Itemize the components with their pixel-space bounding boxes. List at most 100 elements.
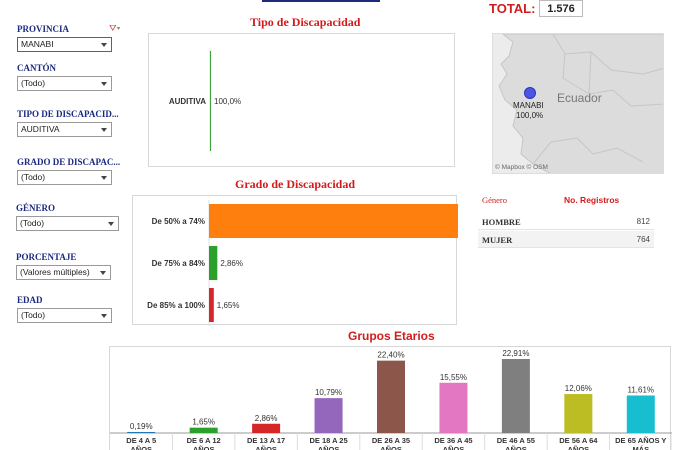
count-header: No. Registros	[564, 195, 620, 205]
ecuador-map[interactable]: Ecuador MANABI 100,0% © Mapbox © OSM	[492, 33, 664, 174]
grupos-chart-panel: 0,19% DE 4 A 5 AÑOS 1,65% DE 6 A 12 AÑOS 2,86%…	[109, 346, 672, 450]
tick-label: AÑOS	[193, 445, 215, 450]
total-label: TOTAL:	[489, 1, 536, 16]
filter-label: GRADO DE DISCAPAC...	[17, 157, 121, 167]
filter-dropdown[interactable]: (Todo)	[17, 170, 112, 185]
map-marker-name: MANABI	[513, 101, 544, 110]
bar[interactable]	[314, 398, 343, 433]
bar[interactable]	[252, 423, 281, 433]
grado-chart-panel: De 50% a 74%95,49%De 75% a 84%2,86%De 85…	[132, 195, 458, 326]
filter-5: PORCENTAJE (Valores múltiples)	[16, 252, 126, 282]
value-label: 22,91%	[502, 349, 529, 358]
value-label: 15,55%	[440, 373, 467, 382]
row-count: 764	[636, 235, 650, 244]
filter-label: PROVINCIA	[17, 24, 70, 34]
tick-label: DE 56 A 64	[559, 436, 598, 445]
filter-dropdown[interactable]: (Todo)	[17, 308, 112, 323]
bar[interactable]	[209, 246, 218, 280]
row-count: 812	[636, 217, 650, 226]
filter-3: GRADO DE DISCAPAC... (Todo)	[17, 157, 127, 187]
filter-value: (Todo)	[21, 172, 46, 182]
table-row[interactable]: MUJER 764	[478, 231, 654, 248]
filter-dropdown[interactable]: MANABI	[17, 37, 112, 52]
table-row[interactable]: HOMBRE 812	[478, 213, 654, 230]
value-label: 10,79%	[315, 388, 342, 397]
bar[interactable]	[439, 382, 468, 433]
filter-value: (Todo)	[21, 310, 46, 320]
filter-value: (Todo)	[20, 218, 45, 228]
tick-label: DE 4 A 5	[126, 436, 156, 445]
tick-label: DE 65 AÑOS Y	[615, 436, 666, 445]
tick-label: AÑOS	[380, 445, 402, 450]
tick-label: AÑOS	[505, 445, 527, 450]
chart-title-grado: Grado de Discapacidad	[235, 177, 356, 191]
filter-dropdown[interactable]: (Valores múltiples)	[16, 265, 111, 280]
category-label: De 85% a 100%	[147, 301, 205, 310]
chevron-down-icon	[101, 314, 107, 318]
filter-dropdown[interactable]: (Todo)	[17, 76, 112, 91]
value-label: 2,86%	[220, 259, 243, 268]
filter-6: EDAD (Todo)	[17, 295, 127, 325]
clear-filter-icon[interactable]: ⛛▾	[109, 23, 121, 33]
chart-title-grupos: Grupos Etarios	[348, 329, 435, 343]
tick-label: DE 18 A 25	[309, 436, 347, 445]
value-label: 11,61%	[628, 385, 655, 394]
tick-label: MÁS	[632, 445, 649, 450]
chart-title-tipo: Tipo de Discapacidad	[250, 15, 361, 29]
bar[interactable]	[626, 395, 655, 433]
bar[interactable]	[377, 360, 405, 433]
map-marker[interactable]	[524, 87, 536, 99]
chevron-down-icon	[100, 271, 106, 275]
filter-label: PORCENTAJE	[16, 252, 77, 262]
filter-value: (Todo)	[21, 78, 46, 88]
chevron-down-icon	[101, 82, 107, 86]
filter-value: (Valores múltiples)	[20, 267, 90, 277]
bar[interactable]	[210, 51, 211, 151]
filter-dropdown[interactable]: AUDITIVA	[17, 122, 112, 137]
map-country-label: Ecuador	[557, 91, 602, 105]
tick-label: AÑOS	[443, 445, 465, 450]
tick-label: AÑOS	[255, 445, 277, 450]
filter-label: TIPO DE DISCAPACID...	[17, 109, 119, 119]
value-label: 1,65%	[217, 301, 240, 310]
tipo-chart: AUDITIVA 100,0%	[169, 50, 241, 152]
filter-label: EDAD	[17, 295, 43, 305]
chevron-down-icon	[101, 128, 107, 132]
filter-1: CANTÓN (Todo)	[17, 63, 127, 93]
bar[interactable]	[564, 394, 593, 433]
filter-2: TIPO DE DISCAPACID... AUDITIVA	[17, 109, 127, 139]
bar[interactable]	[189, 427, 218, 433]
tick-label: DE 36 A 45	[434, 436, 472, 445]
value-label: 12,06%	[565, 384, 592, 393]
tick-label: DE 13 A 17	[247, 436, 285, 445]
category-label: De 75% a 84%	[152, 259, 205, 268]
map-attribution[interactable]: © Mapbox © OSM	[495, 164, 548, 171]
filter-dropdown[interactable]: (Todo)	[16, 216, 119, 231]
tick-label: DE 6 A 12	[187, 436, 221, 445]
value-label: 0,19%	[130, 422, 153, 431]
bar[interactable]	[501, 359, 530, 433]
chevron-down-icon	[108, 222, 114, 226]
tick-label: AÑOS	[130, 445, 152, 450]
category-label: AUDITIVA	[169, 97, 206, 106]
row-gender: MUJER	[482, 235, 513, 245]
filter-value: AUDITIVA	[21, 124, 60, 134]
bar[interactable]	[209, 288, 214, 322]
bar[interactable]	[209, 204, 458, 238]
value-label: 22,40%	[377, 351, 404, 360]
filter-label: CANTÓN	[17, 63, 57, 73]
gender-header: Género	[482, 195, 508, 205]
bar[interactable]	[127, 432, 156, 433]
tick-label: DE 46 A 55	[497, 436, 535, 445]
value-label: 100,0%	[214, 97, 241, 106]
value-label: 1,65%	[192, 418, 215, 427]
tick-label: DE 26 A 35	[372, 436, 410, 445]
filter-0: PROVINCIA ⛛▾ MANABI	[17, 23, 127, 54]
chevron-down-icon	[101, 176, 107, 180]
category-label: De 50% a 74%	[152, 217, 205, 226]
tipo-chart-panel: AUDITIVA 100,0%	[148, 33, 455, 167]
value-label: 2,86%	[255, 414, 278, 423]
row-gender: HOMBRE	[482, 217, 521, 227]
header-accent-line	[262, 0, 380, 2]
filter-value: MANABI	[21, 39, 54, 49]
